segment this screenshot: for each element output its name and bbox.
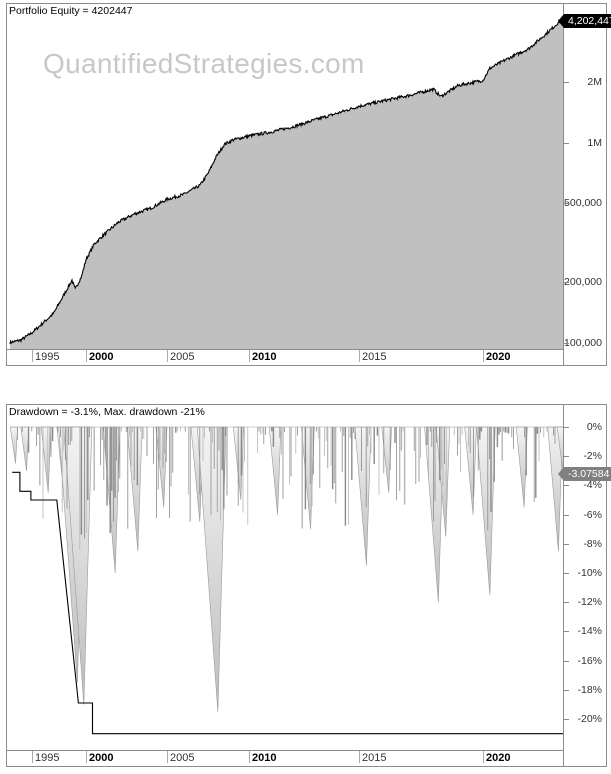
equity-y-label: 2M [587,76,602,89]
drawdown-title: Drawdown = -3.1%, Max. drawdown -21% [9,406,205,418]
y-tick-mark [564,602,569,604]
x-tick-1995: 1995 [32,350,59,363]
y-tick-mark [564,427,569,428]
y-tick-mark [564,342,569,344]
drawdown-y-label: -2% [583,450,602,463]
drawdown-plot-area[interactable]: Drawdown = -3.1%, Max. drawdown -21% [7,405,564,750]
equity-y-label: 200,000 [564,276,602,289]
y-tick-mark [564,719,569,721]
drawdown-y-label: -12% [577,596,602,609]
y-tick-mark [564,202,569,204]
x-tick-1995: 1995 [32,751,59,764]
x-tick-2020: 2020 [483,751,510,764]
y-tick-mark [564,282,569,284]
drawdown-panel: Drawdown = -3.1%, Max. drawdown -21% 0% -… [6,404,611,767]
drawdown-chart [9,426,563,735]
y-tick-mark [564,82,569,84]
x-tick-2010: 2010 [249,350,276,363]
x-tick-2020: 2020 [483,350,510,363]
equity-last-value-tag: 4,202,447 [558,14,611,28]
x-tick-2015: 2015 [359,350,386,363]
equity-panel: Portfolio Equity = 4202447 QuantifiedStr… [6,3,611,366]
y-tick-mark [564,689,569,691]
drawdown-x-axis: 1995 2000 2005 2010 2015 2020 [7,750,564,767]
drawdown-y-label: -10% [577,567,602,580]
y-tick-mark [564,514,569,516]
drawdown-last-value-tag: -3.07584 [557,467,611,481]
drawdown-y-label: -18% [577,683,602,696]
y-tick-mark [564,573,569,575]
drawdown-y-label: -4% [583,479,602,492]
drawdown-y-label: -6% [583,508,602,521]
y-tick-mark [564,456,569,458]
y-tick-mark [564,485,569,487]
x-tick-2005: 2005 [167,350,194,363]
x-tick-2000: 2000 [86,751,113,764]
drawdown-y-label: -16% [577,654,602,667]
drawdown-y-label: -20% [577,713,602,726]
x-tick-2015: 2015 [359,751,386,764]
y-tick-mark [564,142,569,144]
y-tick-mark [564,543,569,545]
x-tick-2010: 2010 [249,751,276,764]
equity-chart [9,16,563,349]
equity-y-label: 500,000 [564,196,602,209]
equity-x-axis: 1995 2000 2005 2010 2015 2020 [7,349,564,366]
watermark: QuantifiedStrategies.com [43,48,365,79]
drawdown-y-label: -14% [577,625,602,638]
equity-plot-area[interactable]: Portfolio Equity = 4202447 QuantifiedStr… [7,4,564,349]
x-tick-2005: 2005 [167,751,194,764]
equity-title: Portfolio Equity = 4202447 [9,5,133,17]
drawdown-y-label: -8% [583,537,602,550]
y-tick-mark [564,660,569,662]
y-tick-mark [564,631,569,633]
drawdown-y-label: 0% [586,421,602,433]
equity-y-label: 100,000 [564,336,602,349]
x-tick-2000: 2000 [86,350,113,363]
equity-y-label: 1M [587,136,602,149]
